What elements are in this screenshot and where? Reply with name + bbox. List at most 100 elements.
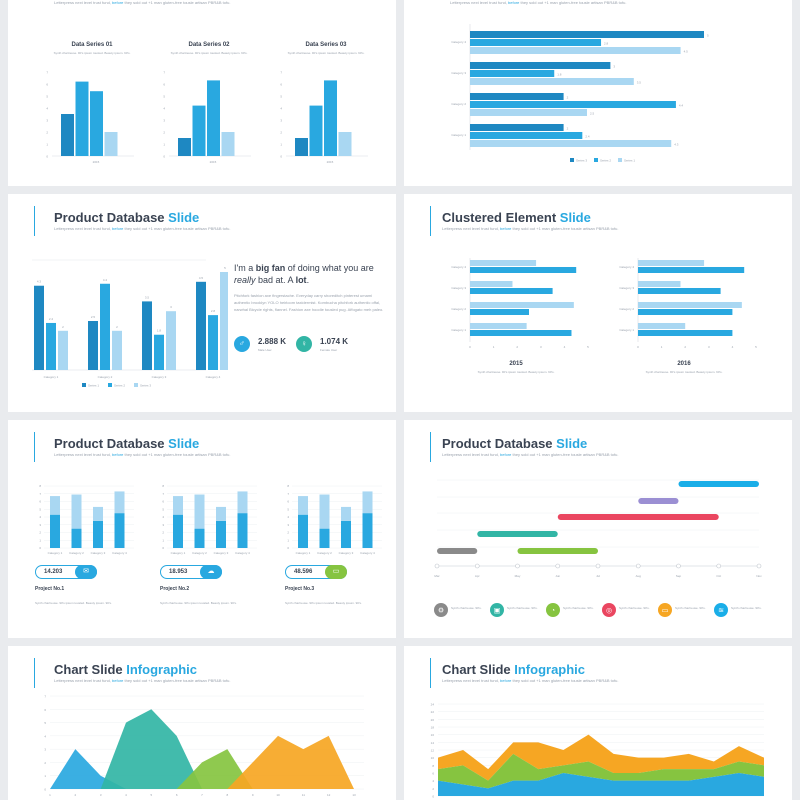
slide-8[interactable]: Chart Slide Infographic Letterpress next… xyxy=(404,646,792,800)
category-label: Category 2 xyxy=(317,551,332,555)
y-tick-label: 1 xyxy=(44,774,46,778)
title-highlight: Slide xyxy=(559,210,591,225)
category-label: Category 1 xyxy=(451,133,466,137)
category-label: Category 2 xyxy=(98,375,113,379)
chart-title: Data Series 03 xyxy=(305,42,347,48)
slide-subtitle: Letterpress next level trust fund, befor… xyxy=(54,452,230,457)
gantt-chart: Mar Apr May Jun Jul Aug Sep Oct Nov ⚙ Synth chartr… xyxy=(434,479,762,617)
title-main: Product Database xyxy=(442,436,553,451)
title-highlight: Slide xyxy=(556,436,588,451)
x-tick-label: 9 xyxy=(252,793,254,797)
y-tick-label: 7 xyxy=(162,492,164,496)
chart-year: 2015 xyxy=(509,361,523,367)
bar-lower xyxy=(341,520,351,548)
bar-upper xyxy=(114,491,125,514)
timeline-dot xyxy=(515,563,520,569)
x-tick-label: 4 xyxy=(732,345,734,349)
x-tick-label: 1 xyxy=(661,345,663,349)
month-label: Jul xyxy=(596,574,600,578)
bar xyxy=(638,302,742,308)
category-label: Category 4 xyxy=(235,551,250,555)
bar xyxy=(207,80,220,156)
x-tick-label: 1 xyxy=(49,793,51,797)
y-tick-label: 8 xyxy=(39,484,41,488)
bar xyxy=(470,39,602,46)
legend-note: Synth chartreuse. 90's. xyxy=(731,606,762,610)
x-tick-label: 4 xyxy=(125,793,127,797)
chart-title: Data Series 01 xyxy=(71,42,113,48)
bar xyxy=(192,105,206,156)
bar xyxy=(88,321,98,370)
bar xyxy=(208,315,218,370)
y-tick-label: 3 xyxy=(163,119,165,123)
y-tick-label: 7 xyxy=(287,492,289,496)
bar-upper xyxy=(362,491,373,514)
bar xyxy=(470,62,611,69)
y-tick-label: 0 xyxy=(44,788,46,792)
subtitle-text: Letterpress next level trust fund, xyxy=(450,0,509,5)
stacked-area xyxy=(438,734,764,781)
accent-line xyxy=(34,658,35,688)
slide-4[interactable]: Clustered Element Slide Letterpress next… xyxy=(404,194,792,412)
slide-1[interactable]: Letterpress next level trust fund, befor… xyxy=(8,0,396,186)
y-tick-label: 2 xyxy=(163,131,165,135)
y-tick-label: 12 xyxy=(431,749,435,753)
fan-bold: big fan xyxy=(255,263,286,273)
monitor-icon-glyph: ▭ xyxy=(662,608,669,615)
slide-7[interactable]: Chart Slide Infographic Letterpress next… xyxy=(8,646,396,800)
chart-note: Synth chartreuse. 90's ipsum tousled. Be… xyxy=(478,370,555,374)
slide-3[interactable]: Product Database Slide Letterpress next … xyxy=(8,194,396,412)
y-tick-label: 6 xyxy=(280,83,282,87)
project-3-name: Project No.3 xyxy=(285,586,315,592)
category-label: Category 4 xyxy=(451,40,466,44)
photo-icon-glyph: ▣ xyxy=(494,608,501,615)
project-3-pill[interactable]: 48.596 ▭ xyxy=(285,565,347,579)
subtitle-text-end: they sold out +1 man gluten-free tousle … xyxy=(123,678,231,683)
title-highlight: Slide xyxy=(168,436,200,451)
gantt-bar xyxy=(477,531,558,537)
x-tick-label: 0 xyxy=(637,345,639,349)
subtitle-text: Letterpress next level trust fund, xyxy=(442,452,501,457)
chat-icon: ✉ xyxy=(75,565,97,579)
bar xyxy=(61,114,74,156)
y-tick-label: 3 xyxy=(280,119,282,123)
project-2-pill[interactable]: 18.953 ☁ xyxy=(160,565,222,579)
bar xyxy=(638,323,686,329)
y-tick-label: 1 xyxy=(162,538,164,542)
slide-title: Product Database Slide xyxy=(54,210,199,225)
accent-line xyxy=(430,658,431,688)
title-main: Chart Slide xyxy=(54,662,123,677)
bar xyxy=(309,105,323,156)
category-label: Category 1 xyxy=(44,375,59,379)
y-tick-label: 6 xyxy=(432,772,434,776)
subtitle-text-end: they sold out +1 man gluten-free tousle … xyxy=(123,226,231,231)
project-2-name: Project No.2 xyxy=(160,586,190,592)
project-2-value: 18.953 xyxy=(169,569,188,575)
slide-title: Chart Slide Infographic xyxy=(54,662,197,677)
bar xyxy=(470,124,564,131)
timeline-dot xyxy=(756,563,762,569)
slide-5[interactable]: Product Database Slide Letterpress next … xyxy=(8,420,396,638)
chart-year: 2016 xyxy=(677,361,691,367)
monitor-icon xyxy=(658,603,672,617)
y-tick-label: 8 xyxy=(162,484,164,488)
legend-label: Series 2 xyxy=(114,384,125,388)
bar xyxy=(178,138,191,156)
data-label: 2.4 xyxy=(49,317,54,321)
timeline-dot xyxy=(434,563,440,569)
month-label: Sep xyxy=(676,574,682,578)
title-highlight: Infographic xyxy=(514,662,586,677)
bar xyxy=(470,330,572,336)
fan-italic: really xyxy=(234,275,256,285)
month-label: Apr xyxy=(475,574,480,578)
timeline-dot xyxy=(474,563,480,569)
y-tick-label: 2 xyxy=(46,131,48,135)
slide-2[interactable]: Letterpress next level trust fund, befor… xyxy=(404,0,792,186)
slide-6[interactable]: Product Database Slide Letterpress next … xyxy=(404,420,792,638)
bar xyxy=(638,260,705,266)
bar-lower xyxy=(319,528,330,548)
legend-swatch xyxy=(570,158,574,162)
project-1-pill[interactable]: 14.203 ✉ xyxy=(35,565,97,579)
subtitle-text: Letterpress next level trust fund, xyxy=(442,226,501,231)
